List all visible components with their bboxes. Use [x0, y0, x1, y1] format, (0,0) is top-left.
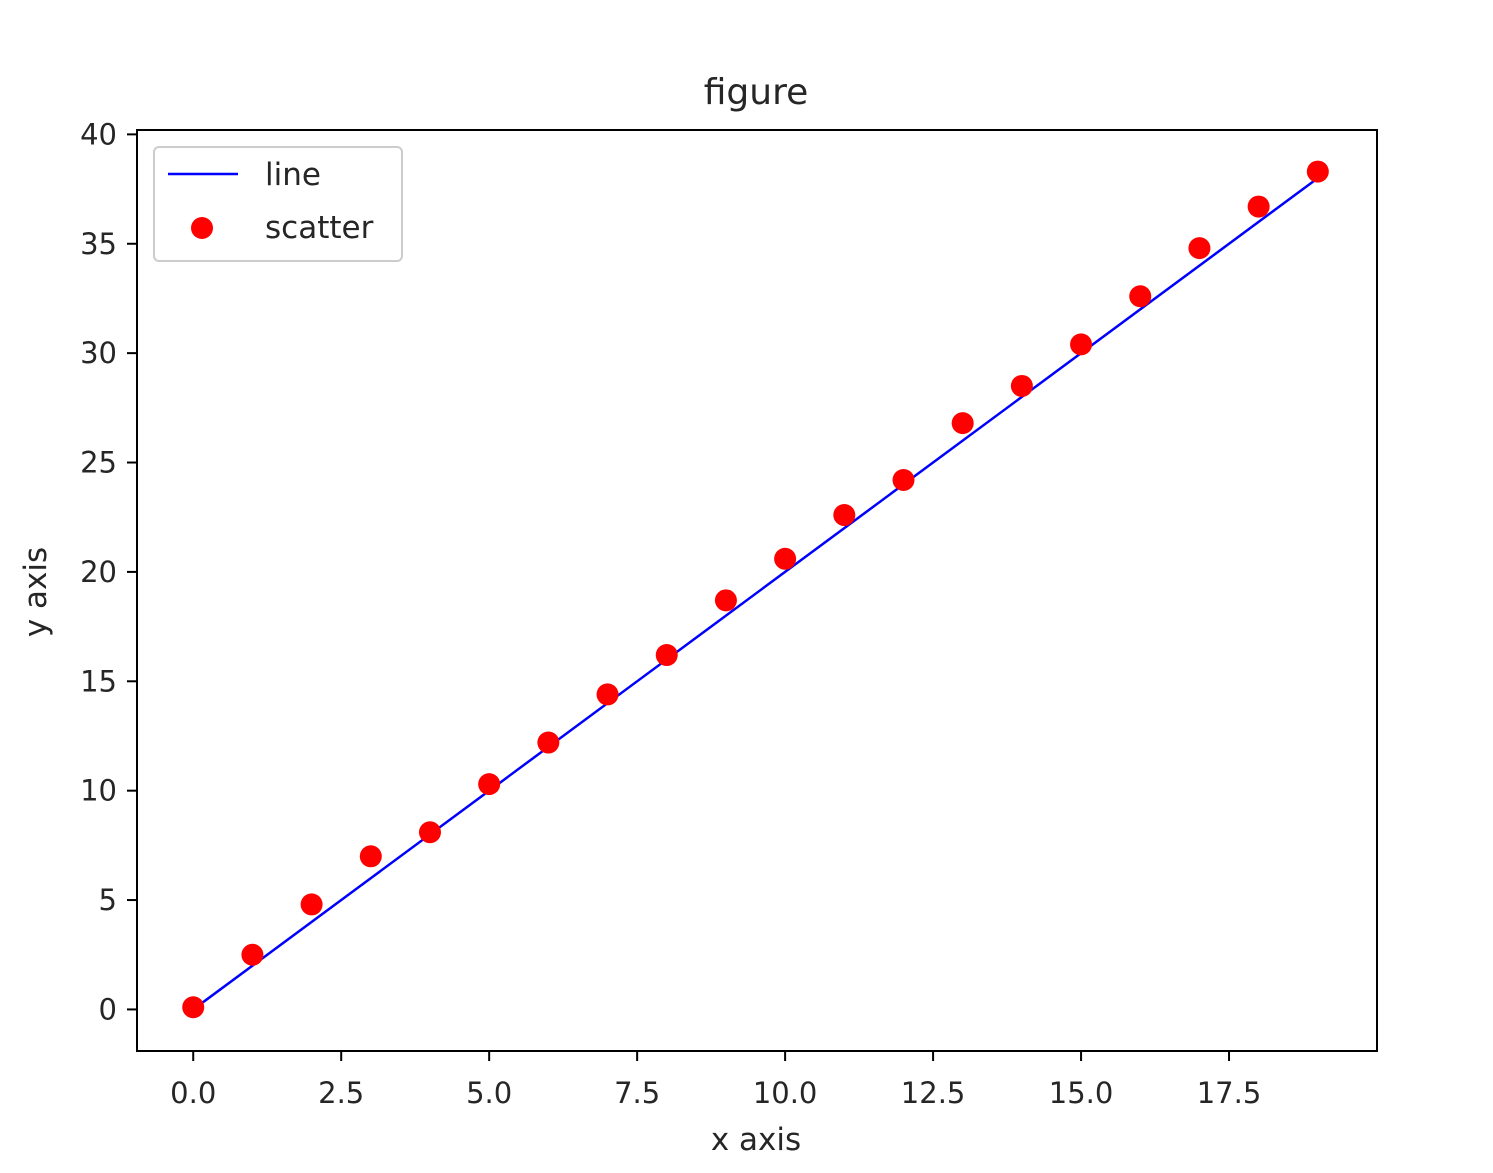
scatter-point	[833, 504, 856, 527]
scatter-point	[596, 683, 619, 706]
x-tick-label: 7.5	[614, 1076, 660, 1110]
scatter-point	[418, 821, 441, 844]
legend-label-line: line	[265, 157, 321, 193]
y-tick-label: 20	[80, 555, 117, 589]
y-tick-label: 10	[80, 774, 117, 808]
scatter-point	[774, 547, 797, 570]
legend-label-scatter: scatter	[265, 210, 374, 246]
scatter-point	[1010, 374, 1033, 397]
scatter-point	[300, 893, 323, 916]
scatter-point	[655, 644, 678, 667]
scatter-point	[537, 731, 560, 754]
x-axis-label: x axis	[711, 1122, 801, 1158]
scatter-point	[714, 589, 737, 612]
scatter-point	[359, 845, 382, 868]
y-tick-label: 15	[80, 664, 117, 698]
series-layer	[182, 160, 1329, 1019]
x-tick-label: 0.0	[170, 1076, 216, 1110]
scatter-point	[478, 773, 501, 796]
scatter-point	[1129, 285, 1152, 308]
y-axis: 0 5 10 15 20 25 30 35 40	[80, 117, 137, 1026]
y-tick-label: 40	[80, 117, 117, 151]
line-series	[192, 177, 1319, 1011]
x-tick-label: 15.0	[1049, 1076, 1114, 1110]
x-tick-label: 10.0	[753, 1076, 818, 1110]
scatter-point	[951, 412, 974, 435]
scatter-point	[182, 996, 205, 1019]
legend: line scatter	[153, 146, 403, 262]
scatter-point	[892, 469, 915, 492]
chart-title: figure	[704, 72, 809, 113]
legend-scatter-swatch	[191, 217, 213, 239]
x-tick-label: 12.5	[901, 1076, 966, 1110]
y-tick-label: 30	[80, 336, 117, 370]
scatter-point	[1188, 237, 1211, 260]
y-tick-label: 5	[99, 883, 117, 917]
x-tick-label: 17.5	[1197, 1076, 1262, 1110]
legend-frame	[153, 146, 403, 262]
scatter-point	[1306, 160, 1329, 183]
scatter-point	[241, 943, 264, 966]
scatter-point	[1070, 333, 1093, 356]
scatter-point	[1247, 195, 1270, 218]
x-tick-label: 2.5	[318, 1076, 364, 1110]
y-tick-label: 25	[80, 446, 117, 480]
y-tick-label: 0	[99, 992, 117, 1026]
y-tick-label: 35	[80, 227, 117, 261]
x-tick-label: 5.0	[466, 1076, 512, 1110]
y-axis-label: y axis	[18, 547, 54, 637]
x-axis: 0.0 2.5 5.0 7.5 10.0 12.5 15.0 17.5	[170, 1051, 1261, 1110]
